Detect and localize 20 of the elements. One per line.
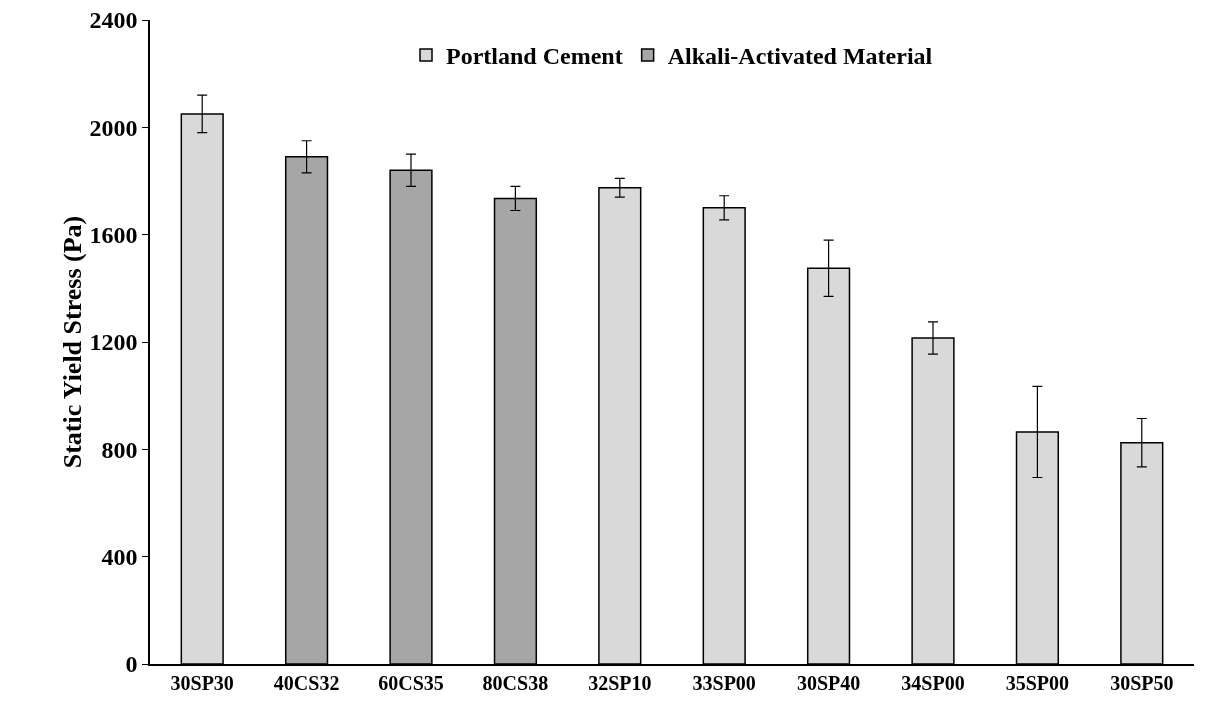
x-tick-label: 33SP00 <box>692 671 756 694</box>
x-tick-label: 60CS35 <box>378 671 444 694</box>
legend-label: Alkali-Activated Material <box>667 43 933 70</box>
y-axis-title: Static Yield Stress (Pa) <box>58 215 88 469</box>
x-tick-label: 32SP10 <box>588 671 652 694</box>
y-tick-label: 1200 <box>89 329 138 356</box>
y-tick-label: 2400 <box>89 7 138 34</box>
x-tick-label: 30SP40 <box>796 671 861 694</box>
y-tick-label: 2000 <box>89 114 138 141</box>
x-tick-label: 40CS32 <box>273 671 340 694</box>
y-tick-label: 400 <box>101 544 138 571</box>
y-tick-label: 800 <box>101 436 138 463</box>
x-tick-label: 35SP00 <box>1005 671 1070 694</box>
y-tick-label: 0 <box>125 651 138 678</box>
legend-label: Portland Cement <box>446 43 623 70</box>
x-tick-label: 30SP50 <box>1110 671 1174 694</box>
x-tick-label: 30SP30 <box>170 671 234 694</box>
x-tick-label: 34SP00 <box>901 671 965 694</box>
x-tick-label: 80CS38 <box>482 671 549 694</box>
y-tick-label: 1600 <box>89 222 138 249</box>
